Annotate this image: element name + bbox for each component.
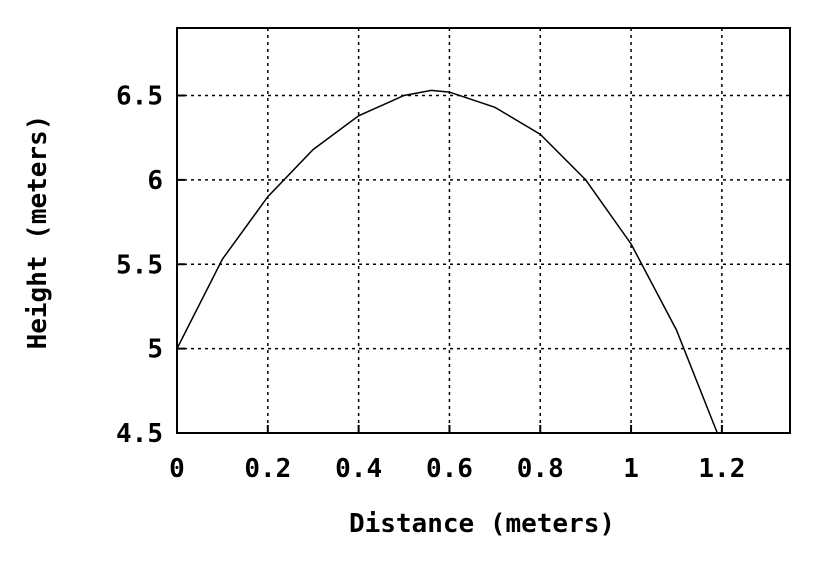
plot-frame [176, 27, 791, 434]
y-axis-label: Height (meters) [23, 115, 53, 350]
y-tick-label: 6 [147, 166, 163, 196]
x-tick-label: 0.2 [244, 454, 291, 484]
y-tick-label: 5 [147, 335, 163, 365]
x-tick-label: 0.4 [335, 454, 382, 484]
x-axis-label: Distance (meters) [349, 509, 615, 539]
x-tick-label: 0.8 [517, 454, 564, 484]
x-tick-label: 1 [623, 454, 639, 484]
x-tick-label: 0.6 [426, 454, 473, 484]
y-axis: 4.5 5 5.5 6 6.5 [116, 82, 185, 449]
series-layer [176, 89, 718, 434]
grid-lines [177, 28, 790, 433]
y-tick-label: 4.5 [116, 419, 163, 449]
series-line [176, 89, 718, 434]
y-tick-label: 6.5 [116, 82, 163, 112]
y-tick-label: 5.5 [116, 250, 163, 280]
x-axis: 0 0.2 0.4 0.6 0.8 1 1.2 [169, 425, 745, 484]
x-tick-label: 0 [169, 454, 185, 484]
x-tick-label: 1.2 [698, 454, 745, 484]
